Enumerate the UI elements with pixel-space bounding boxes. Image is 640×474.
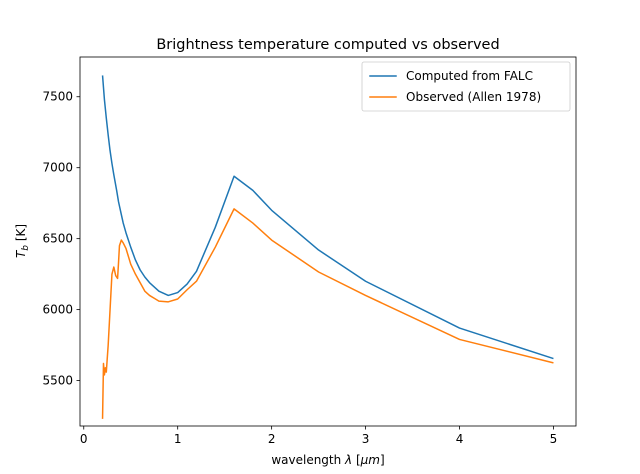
x-tick-label: 5: [550, 432, 558, 446]
x-tick-label: 0: [80, 432, 88, 446]
x-tick-label: 1: [174, 432, 182, 446]
y-tick-label: 5500: [42, 374, 73, 388]
x-axis-ticks: 0 1 2 3 4 5: [80, 426, 557, 446]
x-tick-label: 3: [362, 432, 370, 446]
series-layer: [101, 75, 554, 419]
legend-label-observed: Observed (Allen 1978): [406, 90, 541, 104]
series-line-observed: [101, 208, 554, 419]
y-tick-label: 7500: [42, 90, 73, 104]
x-tick-label: 2: [268, 432, 276, 446]
series-line-computed: [101, 75, 554, 360]
plot-frame: [79, 56, 577, 427]
legend: Computed from FALC Observed (Allen 1978): [361, 61, 571, 112]
chart-title: Brightness temperature computed vs obser…: [156, 37, 499, 53]
y-tick-label: 6500: [42, 232, 73, 246]
x-axis-title: wavelength λ [μm]: [271, 453, 384, 467]
legend-box: [361, 61, 571, 112]
legend-label-computed: Computed from FALC: [406, 69, 533, 83]
y-tick-label: 6000: [42, 303, 73, 317]
y-axis-ticks: 5500 6000 6500 7000 7500: [42, 90, 80, 388]
y-axis-title: Tb [K]: [14, 224, 31, 258]
y-tick-label: 7000: [42, 161, 73, 175]
x-tick-label: 4: [456, 432, 464, 446]
